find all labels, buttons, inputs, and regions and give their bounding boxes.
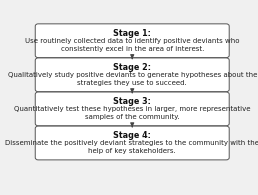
FancyBboxPatch shape — [35, 126, 229, 160]
Text: Stage 2:: Stage 2: — [113, 63, 151, 72]
Text: Qualitatively study positive deviants to generate hypotheses about the
strategie: Qualitatively study positive deviants to… — [7, 72, 257, 86]
Text: Use routinely collected data to identify positive deviants who
consistently exce: Use routinely collected data to identify… — [25, 38, 239, 52]
Text: Quantitatively test these hypotheses in larger, more representative
samples of t: Quantitatively test these hypotheses in … — [14, 106, 251, 120]
Text: Stage 3:: Stage 3: — [113, 97, 151, 106]
Text: Disseminate the positively deviant strategies to the community with the
help of : Disseminate the positively deviant strat… — [5, 140, 258, 154]
FancyBboxPatch shape — [35, 58, 229, 92]
FancyBboxPatch shape — [35, 24, 229, 58]
Text: Stage 1:: Stage 1: — [113, 29, 151, 38]
Text: Stage 4:: Stage 4: — [113, 131, 151, 140]
FancyBboxPatch shape — [35, 92, 229, 126]
